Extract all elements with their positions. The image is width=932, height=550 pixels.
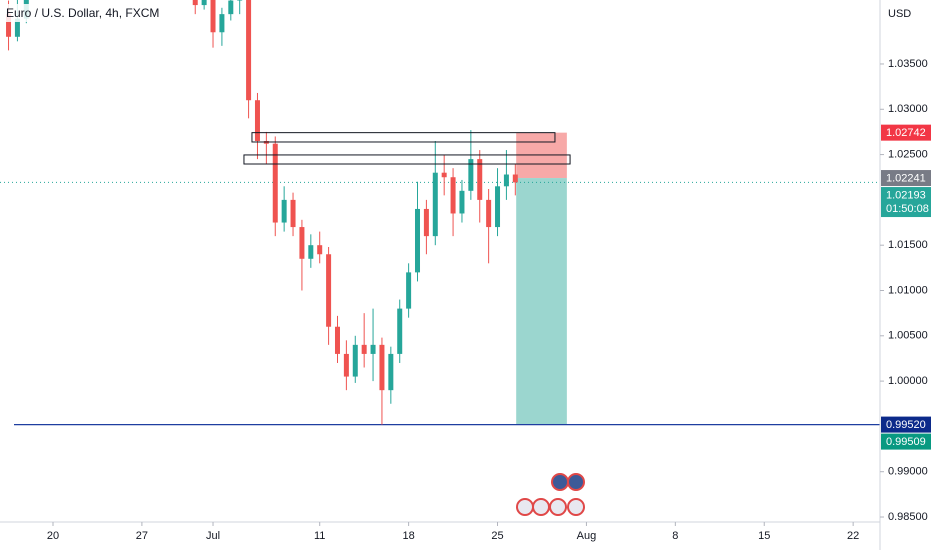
candle-body <box>272 143 278 223</box>
price-label: 1.02742 <box>886 127 926 139</box>
candle-body <box>228 0 234 15</box>
x-tick-label: 11 <box>314 530 325 542</box>
candle-body <box>370 344 376 354</box>
x-tick-label: 8 <box>672 530 678 542</box>
x-tick-label: 18 <box>402 530 414 542</box>
x-tick-label: 20 <box>47 530 59 542</box>
event-icon[interactable] <box>567 473 585 491</box>
candle-body <box>512 174 518 183</box>
candle-body <box>281 199 287 223</box>
chart-title: Euro / U.S. Dollar, 4h, FXCM <box>6 6 159 20</box>
price-label-box <box>881 433 931 450</box>
y-tick-label: 0.98500 <box>888 511 928 523</box>
drawn-rectangle <box>251 132 556 143</box>
candle-body <box>290 199 296 228</box>
candle-body <box>334 326 340 354</box>
y-tick-label: 1.00000 <box>888 375 928 387</box>
y-tick-label: 1.00500 <box>888 330 928 342</box>
y-tick-label: 1.01000 <box>888 284 928 296</box>
x-tick-label: 27 <box>136 530 148 542</box>
candle-body <box>210 0 216 33</box>
x-tick-label: Aug <box>577 530 597 542</box>
candle-body <box>343 353 349 377</box>
candle-body <box>237 0 243 1</box>
target-zone <box>516 178 567 425</box>
candle-body <box>441 172 447 178</box>
candle-body <box>14 18 20 37</box>
candle-body <box>308 245 314 259</box>
x-tick-label: 15 <box>758 530 770 542</box>
candle-body <box>406 272 412 309</box>
candle-body <box>326 254 332 327</box>
candle-body <box>459 190 465 214</box>
event-icon[interactable] <box>549 498 567 516</box>
event-icon[interactable] <box>516 498 534 516</box>
candle-body <box>219 14 225 33</box>
price-label-box <box>881 170 931 187</box>
plot-area <box>0 0 880 426</box>
y-tick-label: 1.03000 <box>888 103 928 115</box>
event-icon[interactable] <box>567 498 585 516</box>
x-tick-label: 22 <box>847 530 859 542</box>
candle-body <box>468 159 474 191</box>
x-tick-label: 25 <box>491 530 503 542</box>
event-icon[interactable] <box>551 473 569 491</box>
y-tick-label: 1.03500 <box>888 58 928 70</box>
candle-body <box>486 199 492 228</box>
price-label-box <box>881 416 931 433</box>
candle-body <box>361 344 367 354</box>
title-bg <box>2 4 142 22</box>
price-label: 1.02241 <box>886 172 926 184</box>
candle-body <box>246 0 252 101</box>
drawn-rectangle <box>243 154 571 165</box>
candle-body <box>432 172 438 237</box>
candle-body <box>495 186 501 228</box>
candle-body <box>388 353 394 391</box>
candle-body <box>397 308 403 354</box>
candle-body <box>6 14 12 37</box>
candle-body <box>503 174 509 187</box>
candle-body <box>201 0 207 6</box>
candle-body <box>299 227 305 259</box>
candle-body <box>192 0 198 6</box>
candle-body <box>415 208 421 273</box>
candle-body <box>317 245 323 255</box>
price-label: 0.99520 <box>886 419 926 431</box>
event-icon[interactable] <box>532 498 550 516</box>
price-label-box <box>881 187 931 218</box>
candle-body <box>352 344 358 377</box>
price-countdown: 01:50:08 <box>886 203 929 215</box>
candle-body <box>477 159 483 200</box>
y-tick-label: 1.02500 <box>888 148 928 160</box>
candle-body <box>423 208 429 237</box>
event-icons <box>516 473 585 516</box>
y-tick-label: 1.01500 <box>888 239 928 251</box>
price-label-box <box>881 124 931 141</box>
currency-label: USD <box>888 8 911 20</box>
y-tick-label: 0.99000 <box>888 466 928 478</box>
candle-body <box>379 344 385 391</box>
price-label: 1.02193 <box>886 189 926 201</box>
price-label: 0.99509 <box>886 436 926 448</box>
candle-body <box>450 177 456 214</box>
x-tick-label: Jul <box>206 530 220 542</box>
candle-body <box>254 100 260 141</box>
